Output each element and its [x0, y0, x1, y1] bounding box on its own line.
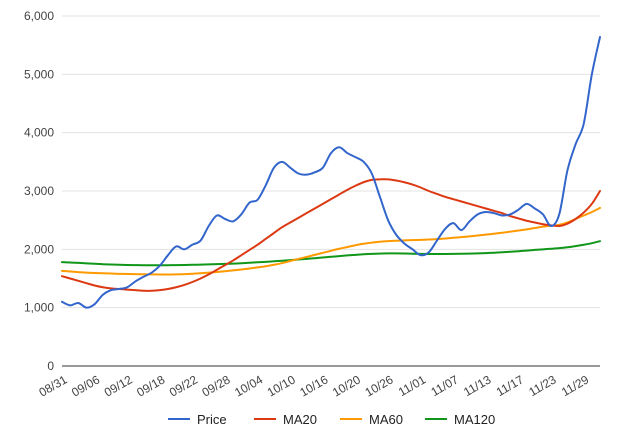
x-tick-label: 10/26	[363, 372, 396, 399]
series-line-ma120	[61, 240, 601, 267]
x-tick-label: 09/12	[102, 372, 135, 399]
series-line-price	[61, 36, 601, 309]
legend-item-ma60[interactable]: MA60	[340, 412, 403, 427]
legend[interactable]: Price MA20 MA60 MA120	[168, 412, 495, 427]
legend-label: Price	[197, 412, 227, 427]
x-tick-label: 08/31	[36, 372, 69, 399]
legend-item-ma120[interactable]: MA120	[425, 412, 495, 427]
y-tick-label: 3,000	[24, 184, 54, 198]
x-tick-label: 11/07	[429, 372, 462, 399]
y-axis-tick-labels: 0 1,000 2,000 3,000 4,000 5,000 6,000	[24, 9, 54, 373]
series-line-ma20	[61, 178, 601, 292]
x-tick-label: 10/10	[265, 372, 298, 399]
x-tick-label: 11/13	[461, 372, 494, 399]
y-tick-label: 5,000	[24, 67, 54, 81]
x-tick-label: 11/23	[526, 372, 559, 399]
y-tick-label: 1,000	[24, 301, 54, 315]
x-tick-label: 09/06	[69, 372, 102, 399]
x-tick-label: 09/28	[200, 372, 233, 399]
y-tick-label: 0	[47, 359, 54, 373]
legend-label: MA60	[369, 412, 403, 427]
legend-item-ma20[interactable]: MA20	[254, 412, 317, 427]
y-tick-label: 2,000	[24, 242, 54, 256]
x-tick-label: 10/16	[297, 372, 330, 399]
x-axis-tick-labels: 08/31 09/06 09/12 09/18 09/22 09/28 10/04 10/10…	[36, 372, 591, 399]
x-tick-label: 09/18	[134, 372, 167, 399]
x-tick-label: 09/22	[167, 372, 200, 399]
x-tick-label: 11/01	[396, 372, 429, 399]
legend-label: MA120	[454, 412, 495, 427]
x-tick-label: 11/17	[494, 372, 527, 399]
legend-label: MA20	[283, 412, 317, 427]
x-tick-label: 10/04	[232, 372, 265, 399]
x-tick-label: 11/29	[559, 372, 592, 399]
y-tick-label: 6,000	[24, 9, 54, 23]
legend-item-price[interactable]: Price	[168, 412, 227, 427]
series-line-ma60	[61, 206, 601, 276]
y-tick-label: 4,000	[24, 126, 54, 140]
gridlines	[62, 15, 600, 309]
x-tick-label: 10/20	[330, 372, 363, 399]
series-lines	[61, 36, 601, 309]
